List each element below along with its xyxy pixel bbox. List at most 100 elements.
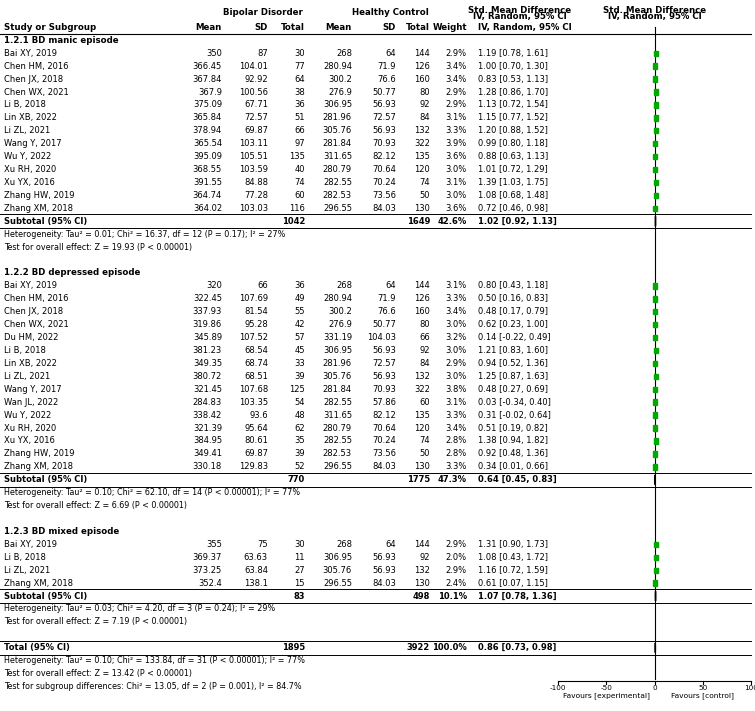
Text: 306.95: 306.95 xyxy=(323,346,352,355)
Text: 3922: 3922 xyxy=(407,643,430,652)
Text: 81.54: 81.54 xyxy=(245,307,268,316)
Text: 3.9%: 3.9% xyxy=(445,139,467,148)
Text: 281.84: 281.84 xyxy=(323,139,352,148)
Bar xyxy=(653,205,657,211)
Text: 130: 130 xyxy=(414,462,430,471)
Text: 103.35: 103.35 xyxy=(239,397,268,407)
Text: Test for subgroup differences: Chi² = 13.05, df = 2 (P = 0.001), I² = 84.7%: Test for subgroup differences: Chi² = 13… xyxy=(4,682,302,691)
Text: 2.9%: 2.9% xyxy=(446,540,467,549)
Text: 378.94: 378.94 xyxy=(193,127,222,135)
Text: Li B, 2018: Li B, 2018 xyxy=(4,552,46,562)
Text: 1.01 [0.72, 1.29]: 1.01 [0.72, 1.29] xyxy=(478,165,547,174)
Bar xyxy=(654,348,658,353)
Text: 1.16 [0.72, 1.59]: 1.16 [0.72, 1.59] xyxy=(478,566,548,574)
Text: 2.9%: 2.9% xyxy=(446,49,467,58)
Text: 84.03: 84.03 xyxy=(372,462,396,471)
Bar xyxy=(653,283,658,289)
Text: 70.64: 70.64 xyxy=(372,424,396,432)
Text: 120: 120 xyxy=(414,424,430,432)
Bar xyxy=(653,451,658,456)
Text: 56.93: 56.93 xyxy=(372,372,396,381)
Text: 69.87: 69.87 xyxy=(244,449,268,459)
Text: Du HM, 2022: Du HM, 2022 xyxy=(4,333,58,342)
Text: Wan JL, 2022: Wan JL, 2022 xyxy=(4,397,58,407)
Text: SD: SD xyxy=(254,23,268,32)
Text: 40: 40 xyxy=(294,165,305,174)
Text: 321.39: 321.39 xyxy=(193,424,222,432)
Text: 3.6%: 3.6% xyxy=(445,204,467,213)
Text: 2.4%: 2.4% xyxy=(446,579,467,588)
Text: Heterogeneity: Tau² = 0.01; Chi² = 16.37, df = 12 (P = 0.17); I² = 27%: Heterogeneity: Tau² = 0.01; Chi² = 16.37… xyxy=(4,230,285,239)
Text: 70.64: 70.64 xyxy=(372,165,396,174)
Text: 84.03: 84.03 xyxy=(372,579,396,588)
Text: 68.51: 68.51 xyxy=(244,372,268,381)
Text: 60: 60 xyxy=(294,191,305,200)
Text: 103.59: 103.59 xyxy=(239,165,268,174)
Text: 97: 97 xyxy=(294,139,305,148)
Bar xyxy=(653,464,657,469)
Text: 282.55: 282.55 xyxy=(323,437,352,446)
Text: 64: 64 xyxy=(385,540,396,549)
Text: 92: 92 xyxy=(420,552,430,562)
Text: -50: -50 xyxy=(600,685,612,691)
Text: 132: 132 xyxy=(414,372,430,381)
Text: Total: Total xyxy=(406,23,430,32)
Text: 281.84: 281.84 xyxy=(323,385,352,394)
Text: Chen JX, 2018: Chen JX, 2018 xyxy=(4,75,63,84)
Text: 349.41: 349.41 xyxy=(193,449,222,459)
Text: 70.93: 70.93 xyxy=(372,385,396,394)
Text: 306.95: 306.95 xyxy=(323,552,352,562)
Text: 2.8%: 2.8% xyxy=(445,437,467,446)
Text: 72.57: 72.57 xyxy=(244,113,268,122)
Text: 1042: 1042 xyxy=(282,217,305,226)
Text: 50.77: 50.77 xyxy=(372,320,396,329)
Text: 0: 0 xyxy=(652,685,657,691)
Text: 160: 160 xyxy=(414,307,430,316)
Text: 56.93: 56.93 xyxy=(372,566,396,574)
Bar xyxy=(654,115,658,121)
Text: Bai XY, 2019: Bai XY, 2019 xyxy=(4,282,57,290)
Text: 296.55: 296.55 xyxy=(323,462,352,471)
Text: 355: 355 xyxy=(206,540,222,549)
Text: 1.02 [0.92, 1.13]: 1.02 [0.92, 1.13] xyxy=(478,217,557,226)
Text: Bai XY, 2019: Bai XY, 2019 xyxy=(4,540,57,549)
Text: 95.64: 95.64 xyxy=(245,424,268,432)
Text: 0.88 [0.63, 1.13]: 0.88 [0.63, 1.13] xyxy=(478,152,548,161)
Text: 60: 60 xyxy=(419,397,430,407)
Bar xyxy=(654,167,658,172)
Text: Wang Y, 2017: Wang Y, 2017 xyxy=(4,139,62,148)
Text: 126: 126 xyxy=(414,294,430,304)
Text: 120: 120 xyxy=(414,165,430,174)
Text: Std. Mean Difference: Std. Mean Difference xyxy=(468,6,572,16)
Text: 1.31 [0.90, 1.73]: 1.31 [0.90, 1.73] xyxy=(478,540,548,549)
Text: 67.71: 67.71 xyxy=(244,100,268,109)
Text: 1.00 [0.70, 1.30]: 1.00 [0.70, 1.30] xyxy=(478,62,548,70)
Text: 0.61 [0.07, 1.15]: 0.61 [0.07, 1.15] xyxy=(478,579,548,588)
Text: 337.93: 337.93 xyxy=(193,307,222,316)
Text: Xu YX, 2016: Xu YX, 2016 xyxy=(4,437,55,446)
Text: 300.2: 300.2 xyxy=(328,307,352,316)
Text: 66: 66 xyxy=(294,127,305,135)
Text: 68.74: 68.74 xyxy=(244,359,268,368)
Bar xyxy=(652,335,657,341)
Text: 49: 49 xyxy=(294,294,305,304)
Text: Li ZL, 2021: Li ZL, 2021 xyxy=(4,566,51,574)
Text: Li ZL, 2021: Li ZL, 2021 xyxy=(4,127,51,135)
Text: Favours [experimental]: Favours [experimental] xyxy=(562,692,650,699)
Text: Bipolar Disorder: Bipolar Disorder xyxy=(223,8,303,16)
Bar xyxy=(653,322,657,327)
Text: 338.42: 338.42 xyxy=(193,411,222,419)
Text: 126: 126 xyxy=(414,62,430,70)
Text: 268: 268 xyxy=(336,49,352,58)
Text: 349.35: 349.35 xyxy=(193,359,222,368)
Text: 80.61: 80.61 xyxy=(244,437,268,446)
Text: 0.48 [0.27, 0.69]: 0.48 [0.27, 0.69] xyxy=(478,385,548,394)
Text: 366.45: 366.45 xyxy=(193,62,222,70)
Text: 305.76: 305.76 xyxy=(322,127,352,135)
Text: 300.2: 300.2 xyxy=(328,75,352,84)
Text: Chen JX, 2018: Chen JX, 2018 xyxy=(4,307,63,316)
Text: 144: 144 xyxy=(414,282,430,290)
Text: 103.03: 103.03 xyxy=(239,204,268,213)
Text: 135: 135 xyxy=(414,411,430,419)
Text: 33: 33 xyxy=(294,359,305,368)
